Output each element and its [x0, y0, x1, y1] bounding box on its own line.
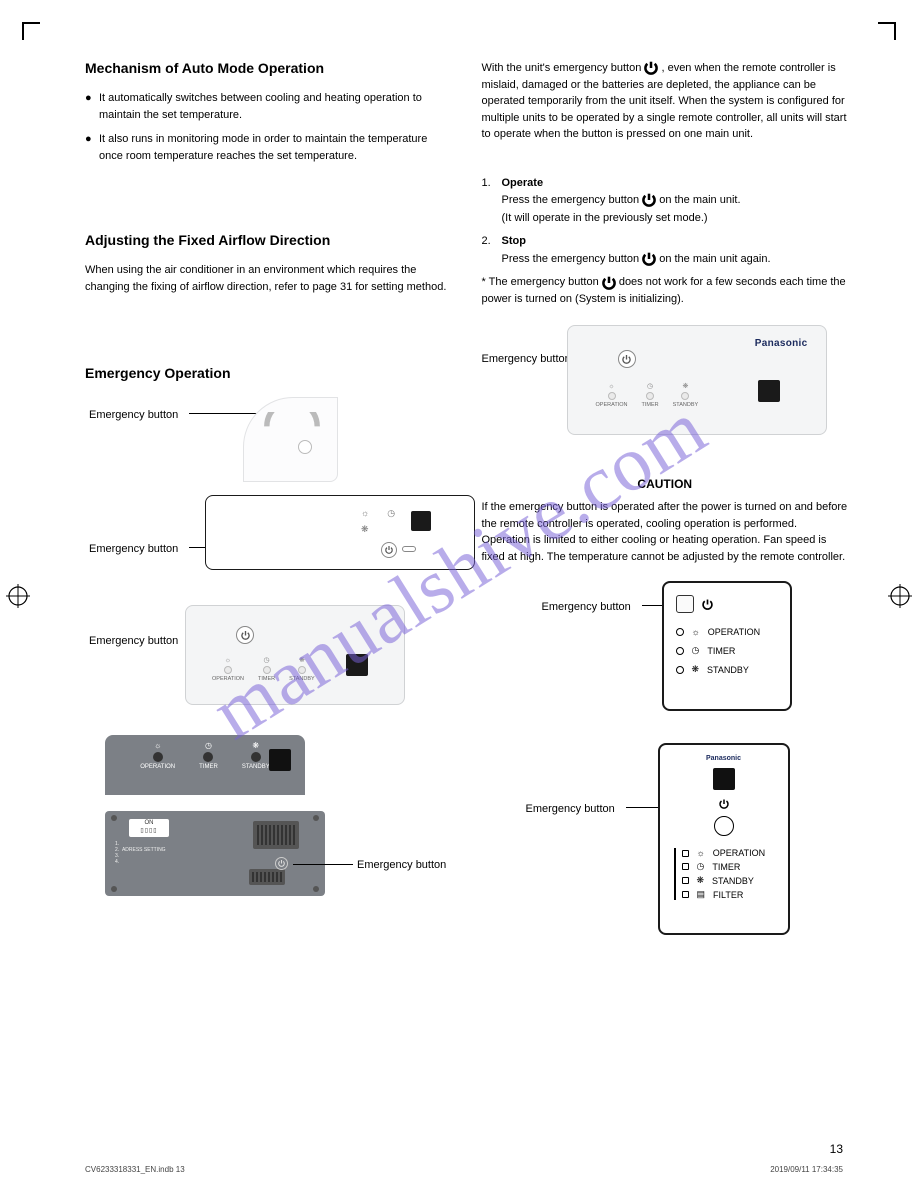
- led-group: ☼OPERATION ◷TIMER ❋STANDBY: [596, 382, 699, 408]
- grey-receiver: ☼OPERATION ◷TIMER ❋STANDBY: [105, 735, 305, 795]
- receiver-panel: ☼OPERATION ◷TIMER ❋STANDBY: [185, 605, 405, 705]
- gauge-icon: [264, 412, 320, 430]
- footer-time: 2019/09/11 17:34:35: [770, 1165, 843, 1174]
- knob: [298, 440, 312, 454]
- sun-icon: ☼: [225, 657, 231, 664]
- left-column: Mechanism of Auto Mode Operation ● It au…: [85, 60, 452, 955]
- emergency-label-r3: Emergency button: [526, 801, 615, 818]
- bullet-dot: ●: [85, 90, 99, 123]
- emergency-label-4: Emergency button: [357, 857, 446, 874]
- step-2-text: Press the emergency button on the main u…: [502, 253, 771, 265]
- fan-icon: ❋: [242, 741, 270, 750]
- emergency-label-r1: Emergency button: [482, 351, 571, 368]
- fan-icon: ❋: [697, 875, 705, 886]
- emergency-button[interactable]: [618, 350, 636, 368]
- right-column: With the unit's emergency button , even …: [482, 60, 849, 955]
- power-icon: [385, 546, 393, 554]
- fan-icon: ❋: [299, 656, 305, 664]
- bullet-2: ● It also runs in monitoring mode in ord…: [85, 131, 452, 164]
- sun-icon: ☼: [608, 383, 614, 390]
- step-2: 2. Stop Press the emergency button on th…: [482, 233, 849, 268]
- power-icon: [602, 276, 616, 290]
- unit-corner-piece: [243, 397, 338, 482]
- long-panel-iconrow: ☼ ◷: [361, 508, 395, 519]
- emergency-button[interactable]: [676, 595, 694, 613]
- leader-line: [293, 864, 353, 865]
- long-panel: ☼ ◷ ❋: [205, 495, 475, 570]
- intro-paragraph: With the unit's emergency button , even …: [482, 60, 849, 143]
- emergency-button[interactable]: [714, 816, 734, 836]
- clock-icon: ◷: [264, 656, 270, 664]
- emergency-heading: Emergency Operation: [85, 365, 452, 381]
- adjust-text: When using the air conditioner in an env…: [85, 262, 452, 295]
- bullet-1: ● It automatically switches between cool…: [85, 90, 452, 123]
- adjust-heading: Adjusting the Fixed Airflow Direction: [85, 232, 452, 248]
- outline-panel-2: Panasonic ☼OPERATION ◷TIMER ❋STANDBY ▤FI…: [658, 743, 790, 935]
- emergency-button[interactable]: [381, 542, 397, 558]
- power-icon: [719, 799, 729, 809]
- power-icon: [622, 355, 631, 364]
- bullet-dot: ●: [85, 131, 99, 164]
- sun-icon: ☼: [692, 627, 700, 637]
- clock-icon: ◷: [199, 741, 218, 750]
- fan-icon: ❋: [682, 382, 688, 390]
- fan-icon: ❋: [361, 524, 369, 535]
- emergency-label-2: Emergency button: [89, 541, 178, 558]
- clock-icon: ◷: [697, 861, 705, 872]
- clock-icon: ◷: [692, 645, 700, 656]
- emergency-button[interactable]: [275, 857, 288, 870]
- power-icon: [702, 599, 713, 610]
- ir-window: [411, 511, 431, 531]
- sun-icon: ☼: [361, 508, 369, 519]
- emergency-label-r2: Emergency button: [542, 599, 631, 616]
- brand-label: Panasonic: [674, 755, 774, 762]
- auto-mode-heading: Mechanism of Auto Mode Operation: [85, 60, 452, 76]
- step-1: 1. Operate Press the emergency button on…: [482, 175, 849, 228]
- sun-icon: ☼: [140, 741, 175, 750]
- caution-text: If the emergency button is operated afte…: [482, 499, 849, 565]
- bullet-2-text: It also runs in monitoring mode in order…: [99, 131, 452, 164]
- leader-line: [189, 413, 259, 414]
- ir-window: [713, 768, 735, 790]
- dash-indicator: [402, 546, 416, 552]
- dip-switch: ON▯▯▯▯: [129, 819, 169, 837]
- power-icon: [278, 860, 285, 867]
- grey-pcb: ON▯▯▯▯ 1.2. ADRESS SETTING3.4.: [105, 811, 325, 896]
- sun-icon: ☼: [697, 848, 705, 858]
- long-panel-iconrow2: ❋: [361, 524, 369, 535]
- power-icon: [642, 252, 656, 266]
- page-number: 13: [830, 1142, 843, 1156]
- clock-icon: ◷: [387, 508, 395, 519]
- ir-window: [346, 654, 368, 676]
- step-1-text: Press the emergency button on the main u…: [502, 194, 741, 224]
- emergency-button[interactable]: [236, 626, 254, 644]
- bullet-1-text: It automatically switches between coolin…: [99, 90, 452, 123]
- clock-icon: ◷: [647, 382, 653, 390]
- step-1-title: Operate: [502, 177, 544, 189]
- outline-panel-1: ☼OPERATION ◷TIMER ❋STANDBY: [662, 581, 792, 711]
- caution-label: CAUTION: [482, 477, 849, 491]
- power-icon: [644, 61, 658, 75]
- step-2-title: Stop: [502, 235, 526, 247]
- note-star: * The emergency button does not work for…: [482, 274, 849, 307]
- emergency-label-3: Emergency button: [89, 633, 178, 650]
- brand-label: Panasonic: [755, 338, 808, 349]
- speaker-grille: [253, 821, 299, 849]
- led-group: ☼OPERATION ◷TIMER ❋STANDBY: [212, 656, 315, 682]
- power-icon: [642, 193, 656, 207]
- ir-window: [758, 380, 780, 402]
- fan-icon: ❋: [692, 664, 700, 675]
- power-icon: [241, 631, 250, 640]
- small-grille: [249, 869, 285, 885]
- filter-icon: ▤: [697, 889, 706, 900]
- pcb-text: 1.2. ADRESS SETTING3.4.: [115, 841, 166, 865]
- footer-file: CV6233318331_EN.indb 13: [85, 1165, 185, 1174]
- panasonic-panel: Panasonic ☼OPERATION ◷TIMER ❋STANDBY: [567, 325, 827, 435]
- ir-window: [269, 749, 291, 771]
- emergency-label-1: Emergency button: [89, 407, 178, 424]
